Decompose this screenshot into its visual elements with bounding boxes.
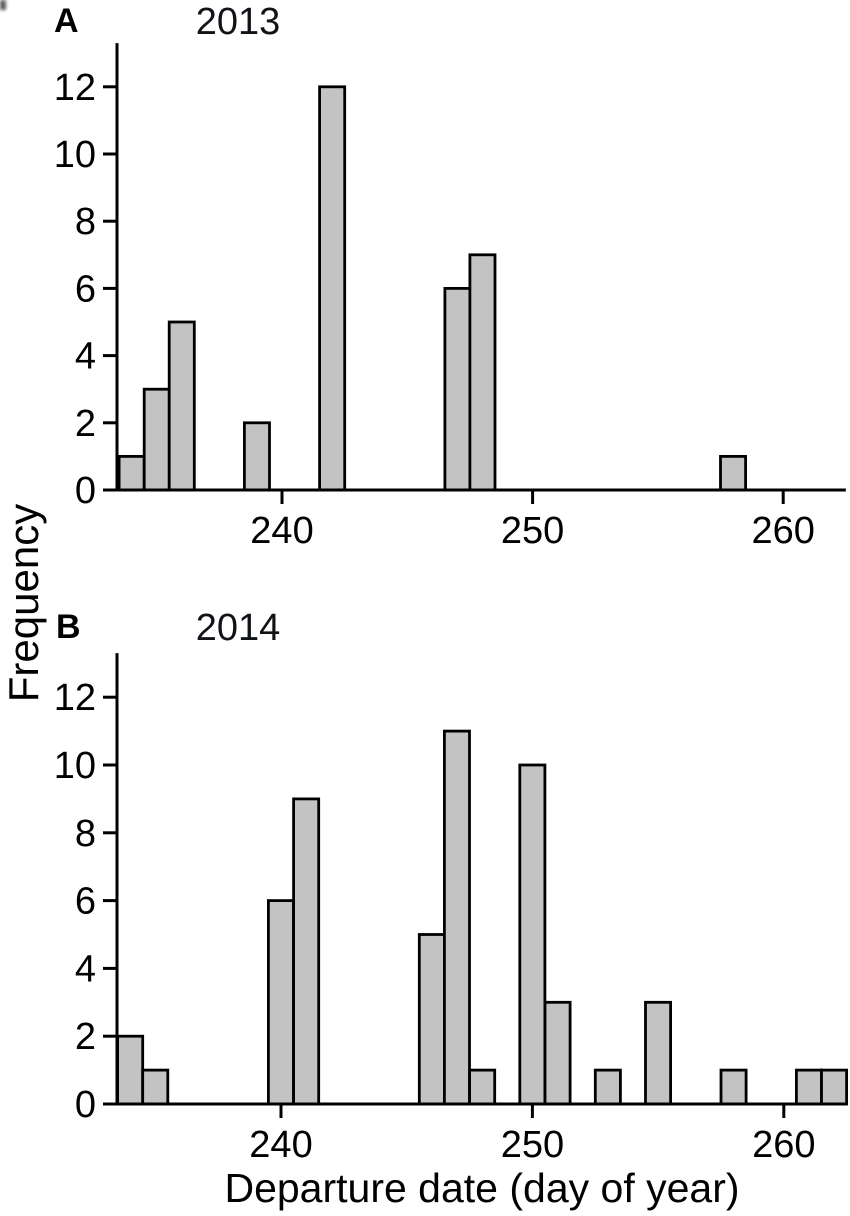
panel-b-title: 2014 [195, 607, 281, 649]
y-tick-label: 0 [75, 1084, 96, 1126]
histogram-bar [292, 797, 321, 1106]
panel-a-letter: A [54, 2, 80, 40]
histogram-bar [719, 454, 748, 492]
y-tick-label: 12 [54, 67, 96, 109]
y-tick-label: 6 [75, 881, 96, 923]
x-tick-label: 240 [249, 1124, 312, 1166]
panel-b: 0 2 4 6 8 10 12 240 250 260 [54, 653, 849, 1166]
histogram-bar [117, 454, 146, 492]
histogram-bar [543, 1000, 572, 1106]
histogram-bar [167, 320, 196, 492]
y-tick-label: 2 [75, 1016, 96, 1058]
histogram-bar [417, 933, 446, 1106]
histogram-bar [318, 85, 347, 492]
y-tick-label: 8 [75, 813, 96, 855]
x-tick-label: 250 [501, 1124, 564, 1166]
scan-artifact [0, 0, 6, 10]
histogram-bar [142, 387, 171, 492]
y-tick-label: 0 [75, 470, 96, 512]
x-tick-label: 240 [250, 510, 313, 552]
histogram-bar [795, 1068, 823, 1106]
y-tick-label: 2 [75, 403, 96, 445]
histogram-bar [468, 253, 497, 492]
panel-b-letter: B [56, 608, 82, 646]
panel-a: 0 2 4 6 8 10 12 240 250 260 [54, 43, 846, 552]
histogram-bar [644, 1000, 673, 1106]
histogram-bar [820, 1068, 849, 1106]
histogram-bar [266, 899, 295, 1106]
x-axis-label: Departure date (day of year) [224, 1165, 740, 1211]
histogram-bar [141, 1068, 170, 1106]
histogram-bar [116, 1034, 145, 1106]
histogram-bar [242, 421, 271, 492]
y-tick-label: 4 [75, 336, 96, 378]
histogram-bar [442, 729, 471, 1106]
y-tick-label: 10 [54, 745, 96, 787]
y-tick-label: 4 [75, 948, 96, 990]
y-axis-label: Frequency [0, 503, 47, 703]
histogram-bar [719, 1068, 748, 1106]
x-tick-label: 250 [501, 510, 564, 552]
histogram-bar [518, 763, 547, 1106]
y-tick-label: 6 [75, 268, 96, 310]
x-tick-label: 260 [752, 1124, 815, 1166]
x-tick-label: 260 [751, 510, 814, 552]
histogram-bar [593, 1068, 622, 1106]
y-tick-label: 8 [75, 201, 96, 243]
histogram-bar [468, 1068, 497, 1106]
panel-a-title: 2013 [195, 1, 281, 43]
y-tick-label: 12 [54, 677, 96, 719]
histogram-bar [443, 286, 472, 492]
y-tick-label: 10 [54, 134, 96, 176]
